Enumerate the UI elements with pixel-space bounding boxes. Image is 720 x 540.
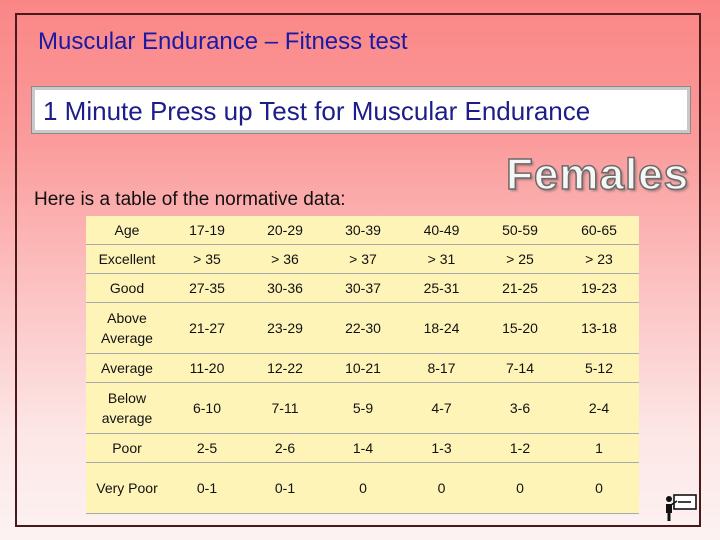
table-cell: 8-17 [402, 353, 481, 383]
table-cell: 1 [559, 433, 639, 463]
presenter-at-board-icon[interactable] [663, 493, 699, 523]
header-cell: 40-49 [402, 216, 481, 245]
table-cell: 21-25 [481, 273, 559, 303]
table-cell: 5-12 [559, 353, 639, 383]
table-cell: 27-35 [168, 273, 246, 303]
row-label: Very Poor [86, 462, 168, 514]
table-row: Poor 2-5 2-6 1-4 1-3 1-2 1 [86, 433, 639, 463]
table-cell: 0 [559, 462, 639, 514]
table-cell: 25-31 [402, 273, 481, 303]
subtitle-box: 1 Minute Press up Test for Muscular Endu… [31, 86, 691, 134]
table-cell: 4-7 [402, 382, 481, 434]
table-cell: 0 [402, 462, 481, 514]
slide-title: Muscular Endurance – Fitness test [38, 28, 408, 55]
table-row: Good 27-35 30-36 30-37 25-31 21-25 19-23 [86, 273, 639, 303]
table-cell: 10-21 [324, 353, 402, 383]
normative-data-table: Age 17-19 20-29 30-39 40-49 50-59 60-65 … [86, 216, 639, 514]
header-cell: 17-19 [168, 216, 246, 245]
table-cell: > 23 [559, 244, 639, 274]
header-cell: 60-65 [559, 216, 639, 245]
table-cell: > 36 [246, 244, 324, 274]
table-cell: > 35 [168, 244, 246, 274]
table-row: Below average 6-10 7-11 5-9 4-7 3-6 2-4 [86, 382, 639, 434]
slide-frame [15, 13, 701, 527]
subtitle-text: 1 Minute Press up Test for Muscular Endu… [43, 96, 591, 126]
females-heading: Females [505, 149, 690, 200]
table-cell: > 37 [324, 244, 402, 274]
table-row: Average 11-20 12-22 10-21 8-17 7-14 5-12 [86, 353, 639, 383]
table-cell: 0 [324, 462, 402, 514]
intro-text: Here is a table of the normative data: [34, 189, 346, 210]
row-label: Good [86, 273, 168, 303]
table-cell: 30-37 [324, 273, 402, 303]
row-label: Below average [86, 382, 168, 434]
table-cell: 18-24 [402, 302, 481, 354]
table-cell: 2-6 [246, 433, 324, 463]
table-cell: > 25 [481, 244, 559, 274]
table-cell: 3-6 [481, 382, 559, 434]
table-cell: 7-11 [246, 382, 324, 434]
table-cell: 1-2 [481, 433, 559, 463]
table-row: Above Average 21-27 23-29 22-30 18-24 15… [86, 302, 639, 354]
header-cell: 20-29 [246, 216, 324, 245]
table-row: Excellent > 35 > 36 > 37 > 31 > 25 > 23 [86, 244, 639, 274]
table-row: Very Poor 0-1 0-1 0 0 0 0 [86, 462, 639, 514]
table-cell: 7-14 [481, 353, 559, 383]
table-cell: 11-20 [168, 353, 246, 383]
table-cell: 6-10 [168, 382, 246, 434]
table-cell: 23-29 [246, 302, 324, 354]
row-label: Average [86, 353, 168, 383]
table-header-row: Age 17-19 20-29 30-39 40-49 50-59 60-65 [86, 216, 639, 245]
table-cell: 13-18 [559, 302, 639, 354]
header-cell: Age [86, 216, 168, 245]
table-cell: 1-4 [324, 433, 402, 463]
table-cell: 1-3 [402, 433, 481, 463]
table-cell: 0 [481, 462, 559, 514]
row-label: Above Average [86, 302, 168, 354]
table-cell: 22-30 [324, 302, 402, 354]
presenter-at-board-icon-graphic [666, 494, 697, 521]
header-cell: 50-59 [481, 216, 559, 245]
table-cell: 0-1 [246, 462, 324, 514]
header-cell: 30-39 [324, 216, 402, 245]
table-cell: 0-1 [168, 462, 246, 514]
table-cell: 19-23 [559, 273, 639, 303]
table-cell: 30-36 [246, 273, 324, 303]
row-label: Poor [86, 433, 168, 463]
table-cell: 12-22 [246, 353, 324, 383]
table-cell: 2-4 [559, 382, 639, 434]
table-cell: 5-9 [324, 382, 402, 434]
table-cell: > 31 [402, 244, 481, 274]
table-cell: 21-27 [168, 302, 246, 354]
row-label: Excellent [86, 244, 168, 274]
table-cell: 15-20 [481, 302, 559, 354]
table-cell: 2-5 [168, 433, 246, 463]
